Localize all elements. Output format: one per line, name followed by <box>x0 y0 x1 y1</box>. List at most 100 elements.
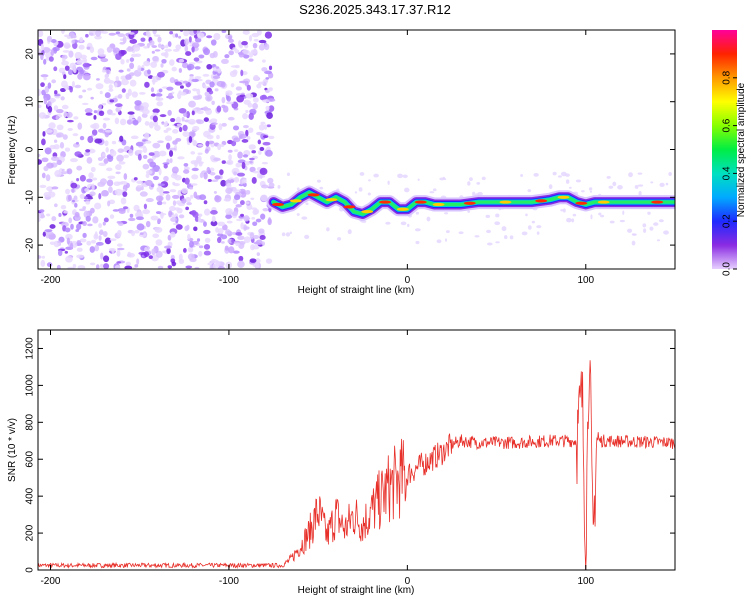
noise-speck <box>631 240 636 246</box>
noise-speck <box>237 260 245 268</box>
snr-y-tick-label: 0 <box>25 567 36 573</box>
noise-speck <box>637 172 643 175</box>
noise-speck <box>85 149 91 153</box>
noise-speck <box>82 89 87 93</box>
noise-speck <box>256 83 262 89</box>
noise-speckle <box>38 30 673 269</box>
noise-speck <box>223 197 231 202</box>
noise-speck <box>78 95 83 99</box>
noise-speck <box>612 181 617 187</box>
noise-speck <box>251 217 256 220</box>
noise-speck <box>163 245 172 249</box>
noise-speck <box>167 41 172 47</box>
noise-speck <box>142 163 150 170</box>
noise-speck <box>119 135 124 142</box>
noise-speck <box>50 98 56 103</box>
noise-speck <box>503 235 508 240</box>
noise-speck <box>145 30 150 37</box>
noise-speck <box>216 105 222 113</box>
noise-speck <box>241 41 248 46</box>
noise-speck <box>225 214 233 219</box>
noise-speck <box>143 46 149 49</box>
noise-speck <box>213 157 221 162</box>
noise-speck <box>51 156 59 162</box>
noise-speck <box>628 172 633 178</box>
noise-speck <box>458 231 464 235</box>
noise-speck <box>256 252 260 257</box>
noise-speck <box>191 78 199 83</box>
noise-speck <box>203 208 211 216</box>
noise-speck <box>235 231 243 236</box>
noise-speck <box>73 67 77 74</box>
noise-speck <box>175 33 179 38</box>
noise-speck <box>117 33 126 38</box>
noise-speck <box>193 226 198 232</box>
noise-speck <box>206 166 211 174</box>
noise-speck <box>63 110 68 118</box>
noise-speck <box>172 48 180 52</box>
noise-speck <box>160 211 164 219</box>
noise-speck <box>67 119 74 123</box>
noise-speck <box>107 175 116 180</box>
noise-speck <box>467 181 471 186</box>
noise-speck <box>53 66 58 72</box>
noise-speck <box>638 190 642 196</box>
noise-speck <box>170 217 177 222</box>
noise-speck <box>190 151 196 155</box>
noise-speck <box>44 147 52 155</box>
spectrogram-y-tick-label: -20 <box>25 237 36 252</box>
noise-speck <box>38 112 47 119</box>
noise-speck <box>139 105 144 111</box>
noise-speck <box>64 147 71 152</box>
noise-speck <box>665 182 669 186</box>
noise-speck <box>134 229 140 234</box>
spectrogram-x-ticks: -200 -100 0 100 <box>40 30 595 286</box>
noise-speck <box>225 229 231 235</box>
noise-speck <box>76 223 82 230</box>
noise-speck <box>224 245 229 251</box>
noise-speck <box>205 140 210 147</box>
noise-speck <box>286 172 290 177</box>
noise-speck <box>164 135 173 142</box>
spectrogram-x-tick-label: -100 <box>219 275 239 286</box>
noise-speck <box>84 108 93 114</box>
noise-speck <box>358 187 363 192</box>
noise-speck <box>102 122 107 129</box>
noise-speck <box>126 182 130 189</box>
noise-speck <box>183 30 190 37</box>
noise-speck <box>181 116 185 122</box>
noise-speck <box>167 92 173 100</box>
noise-speck <box>221 96 226 104</box>
noise-speck <box>105 67 111 70</box>
noise-speck <box>232 186 237 194</box>
noise-speck <box>571 218 575 223</box>
noise-speck <box>133 177 138 181</box>
noise-speck <box>188 36 192 43</box>
noise-speck <box>152 108 160 114</box>
noise-speck <box>305 202 309 206</box>
snr-y-label: SNR (10 * v/v) <box>7 418 18 482</box>
noise-speck <box>163 175 169 182</box>
noise-speck <box>268 182 275 188</box>
noise-speck <box>562 208 566 213</box>
noise-speck <box>240 69 244 77</box>
noise-speck <box>151 248 156 256</box>
noise-speck <box>175 116 181 124</box>
noise-speck <box>367 192 371 196</box>
noise-speck <box>91 183 95 191</box>
noise-speck <box>148 255 153 259</box>
noise-speck <box>163 129 169 133</box>
noise-speck <box>262 79 268 87</box>
noise-speck <box>232 250 240 254</box>
noise-speck <box>60 171 68 175</box>
noise-speck <box>95 30 102 37</box>
noise-speck <box>77 122 83 130</box>
noise-speck <box>49 241 56 245</box>
noise-speck <box>107 200 111 207</box>
noise-speck <box>149 161 157 168</box>
ridge-peak <box>271 202 284 207</box>
noise-speck <box>171 166 179 174</box>
noise-speck <box>76 254 85 259</box>
spectrogram-y-tick-label: 0 <box>25 146 36 152</box>
